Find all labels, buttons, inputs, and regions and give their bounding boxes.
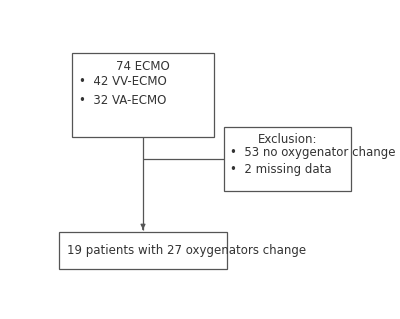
Text: •  32 VA-ECMO: • 32 VA-ECMO — [80, 93, 167, 107]
Bar — [224, 127, 351, 190]
Text: •  42 VV-ECMO: • 42 VV-ECMO — [80, 75, 167, 88]
Bar — [59, 232, 227, 269]
Bar — [72, 53, 214, 137]
Text: Exclusion:: Exclusion: — [258, 133, 317, 146]
Text: 74 ECMO: 74 ECMO — [116, 60, 170, 73]
Text: 19 patients with 27 oxygenators change: 19 patients with 27 oxygenators change — [67, 244, 306, 257]
Text: •  53 no oxygenator change: • 53 no oxygenator change — [230, 146, 395, 160]
Text: •  2 missing data: • 2 missing data — [230, 163, 332, 176]
